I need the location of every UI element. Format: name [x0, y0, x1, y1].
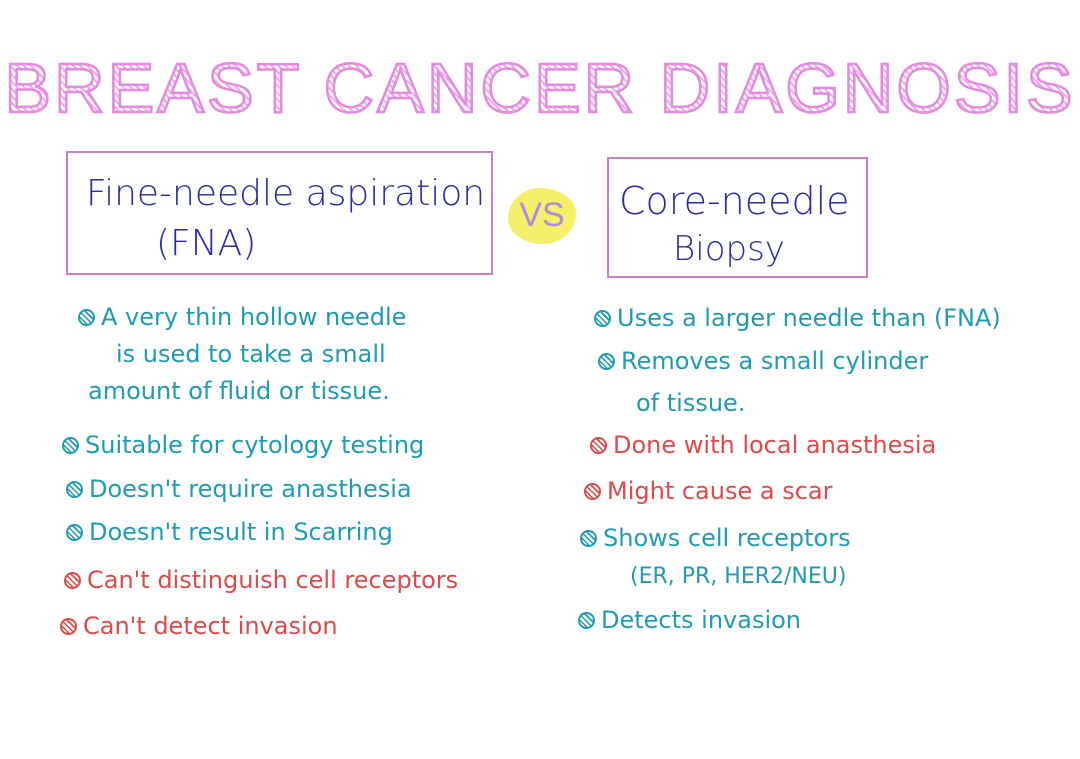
list-item-text: Might cause a scar — [607, 477, 833, 505]
core-heading-line1: Core-needle — [619, 179, 850, 223]
bullet-icon — [598, 353, 615, 370]
list-item-text: (ER, PR, HER2/NEU) — [630, 564, 847, 589]
bullet-icon — [60, 618, 77, 635]
list-item: Detects invasion — [578, 608, 801, 632]
bullet-icon — [594, 310, 611, 327]
list-item-text: Can't distinguish cell receptors — [87, 566, 459, 594]
bullet-icon — [590, 437, 607, 454]
list-item-text: Done with local anasthesia — [613, 431, 937, 459]
list-item: Removes a small cylinder — [598, 349, 928, 373]
fna-heading-line1: Fine-needle aspiration — [86, 173, 486, 214]
list-item-text: is used to take a small — [116, 340, 386, 368]
list-item-continuation: is used to take a small — [116, 342, 386, 366]
bullet-icon — [578, 612, 595, 629]
list-item: A very thin hollow needle — [78, 305, 406, 329]
list-item-continuation: amount of fluid or tissue. — [88, 379, 390, 403]
bullet-icon — [66, 481, 83, 498]
list-item-text: Uses a larger needle than (FNA) — [617, 304, 1001, 332]
bullet-icon — [66, 524, 83, 541]
vs-label: VS — [519, 196, 565, 234]
vs-marker: VS — [508, 188, 576, 244]
page-title: BREAST CANCER DIAGNOSIS — [0, 48, 1080, 129]
list-item-text: Removes a small cylinder — [621, 347, 929, 375]
fna-heading-line2: (FNA) — [156, 223, 257, 264]
bullet-icon — [78, 309, 95, 326]
bullet-icon — [64, 572, 81, 589]
list-item: Might cause a scar — [584, 479, 832, 503]
list-item: Suitable for cytology testing — [62, 433, 424, 457]
list-item-text: amount of fluid or tissue. — [88, 377, 390, 405]
list-item-text: A very thin hollow needle — [101, 303, 407, 331]
list-item: Doesn't require anasthesia — [66, 477, 412, 501]
vs-highlight — [508, 188, 576, 244]
list-item-text: Suitable for cytology testing — [85, 431, 425, 459]
core-needle-heading-box: Core-needle Biopsy — [607, 157, 868, 278]
list-item-text: Shows cell receptors — [603, 524, 851, 552]
list-item: Can't detect invasion — [60, 614, 338, 638]
bullet-icon — [584, 483, 601, 500]
list-item-text: Detects invasion — [601, 606, 802, 634]
list-item-continuation: (ER, PR, HER2/NEU) — [630, 566, 846, 588]
list-item-text: of tissue. — [636, 389, 746, 417]
list-item: Shows cell receptors — [580, 526, 851, 550]
list-item-text: Doesn't require anasthesia — [89, 475, 412, 503]
list-item: Can't distinguish cell receptors — [64, 568, 458, 592]
bullet-icon — [580, 530, 597, 547]
core-heading-line2: Biopsy — [673, 229, 785, 269]
list-item-text: Can't detect invasion — [83, 612, 338, 640]
list-item: Done with local anasthesia — [590, 433, 936, 457]
list-item: Doesn't result in Scarring — [66, 520, 393, 544]
list-item: Uses a larger needle than (FNA) — [594, 306, 1001, 330]
fna-heading-box: Fine-needle aspiration (FNA) — [66, 151, 493, 275]
list-item-continuation: of tissue. — [636, 391, 745, 415]
bullet-icon — [62, 437, 79, 454]
list-item-text: Doesn't result in Scarring — [89, 518, 393, 546]
